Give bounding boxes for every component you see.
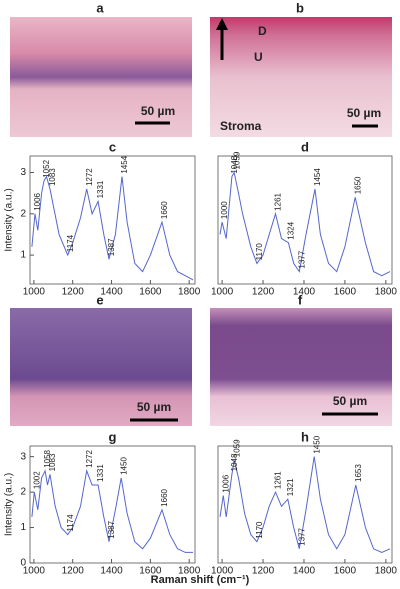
peak-label: 1272	[85, 168, 94, 186]
peak-label: 1660	[160, 488, 169, 506]
y-tick-label: 3	[20, 451, 26, 462]
peak-label: 1174	[66, 234, 75, 252]
x-tick-label: 1600	[139, 566, 162, 577]
panel-label: f	[298, 292, 303, 307]
peak-label: 1331	[96, 180, 105, 198]
histology-image	[210, 308, 392, 426]
plot-frame	[217, 155, 393, 285]
scale-label: 50 µm	[347, 106, 381, 120]
histology-image	[10, 308, 192, 426]
x-tick-label: 1400	[100, 287, 123, 298]
peak-label: 1454	[313, 168, 322, 186]
spectrum-line	[31, 468, 194, 553]
plot-frame	[29, 445, 196, 564]
layer-label: U	[254, 50, 263, 64]
spectrum-line	[31, 175, 194, 281]
x-tick-label: 1200	[62, 287, 85, 298]
peak-label: 1048	[230, 155, 239, 173]
peak-label: 1261	[274, 192, 283, 210]
layer-label: D	[258, 24, 267, 38]
y-tick-label: 3	[20, 167, 26, 178]
peak-label: 1324	[287, 221, 296, 239]
panel-label: g	[109, 429, 117, 444]
x-tick-label: 1200	[62, 566, 85, 577]
panel-label: b	[296, 0, 304, 15]
peak-label: 1377	[297, 250, 306, 268]
scale-label: 50 µm	[137, 400, 171, 414]
peak-label: 1052	[42, 159, 51, 177]
peak-label: 1059	[232, 151, 241, 169]
peak-label: 1272	[85, 449, 94, 467]
peak-label: 1321	[286, 478, 295, 496]
peak-label: 1387	[107, 238, 116, 256]
peak-label: 1059	[232, 439, 241, 457]
arrow-head	[216, 18, 228, 30]
x-tick-label: 1800	[178, 566, 201, 577]
x-tick-label: 1400	[293, 566, 316, 577]
peak-label: 1377	[297, 527, 306, 545]
peak-label: 1083	[48, 453, 57, 471]
plot-frame	[217, 445, 393, 564]
plot-frame	[29, 155, 196, 285]
x-tick-label: 1000	[211, 566, 234, 577]
peak-label: 1331	[96, 464, 105, 482]
peak-label: 1170	[255, 521, 264, 539]
x-tick-label: 1400	[100, 566, 123, 577]
spectrum-line	[219, 171, 391, 277]
y-tick-label: 1	[20, 250, 26, 261]
y-axis-label: Intensity (a.u.)	[4, 188, 15, 251]
y-axis-label: Intensity (a.u.)	[4, 473, 15, 536]
layer-label: Stroma	[220, 119, 262, 133]
peak-label: 1454	[120, 155, 129, 173]
x-axis-label: Raman shift (cm⁻¹)	[151, 574, 250, 586]
panel-label: h	[301, 429, 309, 444]
peak-label: 1650	[353, 176, 362, 194]
peak-label: 1083	[48, 168, 57, 186]
panel-label: a	[96, 0, 104, 15]
scale-label: 50 µm	[333, 394, 367, 408]
panel-label: e	[96, 292, 103, 307]
peak-label: 1450	[119, 457, 128, 475]
x-tick-label: 1000	[23, 287, 46, 298]
x-tick-label: 1400	[293, 287, 316, 298]
x-tick-label: 1200	[252, 287, 275, 298]
x-tick-label: 1600	[139, 287, 162, 298]
peak-label: 1261	[274, 471, 283, 489]
peak-label: 1170	[255, 243, 264, 261]
spectrum-line	[219, 456, 391, 553]
x-tick-label: 1000	[23, 566, 46, 577]
x-tick-label: 1800	[375, 566, 398, 577]
peak-label: 1653	[354, 464, 363, 482]
scale-label: 50 µm	[141, 104, 175, 118]
y-tick-label: 2	[20, 487, 26, 498]
peak-label: 1387	[107, 520, 116, 538]
y-tick-label: 2	[20, 208, 26, 219]
y-tick-label: 1	[20, 522, 26, 533]
peak-label: 1058	[43, 449, 52, 467]
x-tick-label: 1800	[375, 287, 398, 298]
x-tick-label: 1600	[334, 566, 357, 577]
histology-image	[10, 17, 192, 137]
x-tick-label: 1600	[334, 287, 357, 298]
peak-label: 1660	[160, 201, 169, 219]
peak-label: 1002	[32, 471, 41, 489]
peak-label: 1000	[220, 201, 229, 219]
peak-label: 1048	[230, 453, 239, 471]
x-tick-label: 1800	[178, 287, 201, 298]
peak-label: 1450	[312, 435, 321, 453]
panel-label: c	[109, 139, 116, 154]
peak-label: 1006	[221, 474, 230, 492]
x-tick-label: 1000	[211, 287, 234, 298]
histology-image	[210, 17, 392, 137]
peak-label: 1174	[66, 514, 75, 532]
y-tick-label: 0	[20, 558, 26, 569]
panel-label: d	[301, 139, 309, 154]
peak-label: 1006	[33, 192, 42, 210]
x-tick-label: 1200	[252, 566, 275, 577]
